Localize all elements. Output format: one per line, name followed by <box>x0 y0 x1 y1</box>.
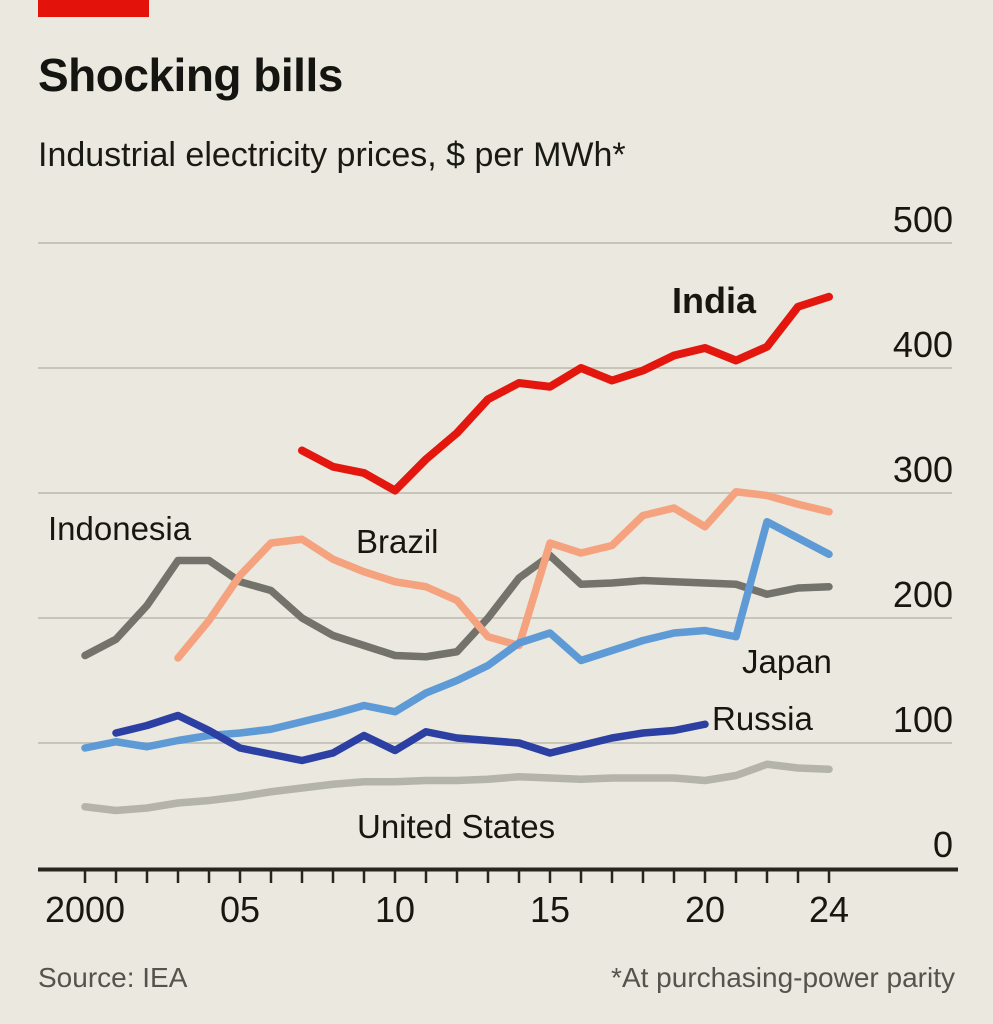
series-label-japan: Japan <box>742 643 832 680</box>
series-line-india <box>298 292 833 495</box>
series-label-indonesia: Indonesia <box>48 510 192 547</box>
y-axis-label-300: 300 <box>893 449 953 490</box>
x-axis-label-2000: 2000 <box>45 889 125 930</box>
brand-tag-bar <box>38 0 149 17</box>
series-line-japan <box>81 518 833 752</box>
x-axis-label-2005: 05 <box>220 889 260 930</box>
series-line-indonesia <box>81 551 833 661</box>
series-line-brazil <box>174 488 833 662</box>
footnote: *At purchasing-power parity <box>611 962 955 993</box>
series-label-brazil: Brazil <box>356 523 439 560</box>
chart-subtitle: Industrial electricity prices, $ per MWh… <box>38 136 626 174</box>
series-label-india: India <box>672 280 757 321</box>
source-note: Source: IEA <box>38 962 188 993</box>
y-axis-label-0: 0 <box>933 824 953 865</box>
x-axis-label-2020: 20 <box>685 889 725 930</box>
chart-title: Shocking bills <box>38 49 343 101</box>
series-label-russia: Russia <box>712 700 814 737</box>
series-label-united-states: United States <box>357 808 555 845</box>
y-axis-label-500: 500 <box>893 199 953 240</box>
x-axis-label-2015: 15 <box>530 889 570 930</box>
y-axis-label-400: 400 <box>893 324 953 365</box>
y-axis-label-100: 100 <box>893 699 953 740</box>
series-line-russia <box>112 711 709 765</box>
y-axis-label-200: 200 <box>893 574 953 615</box>
series-line-united-states <box>81 760 833 815</box>
x-axis-label-2024: 24 <box>809 889 849 930</box>
x-axis-label-2010: 10 <box>375 889 415 930</box>
